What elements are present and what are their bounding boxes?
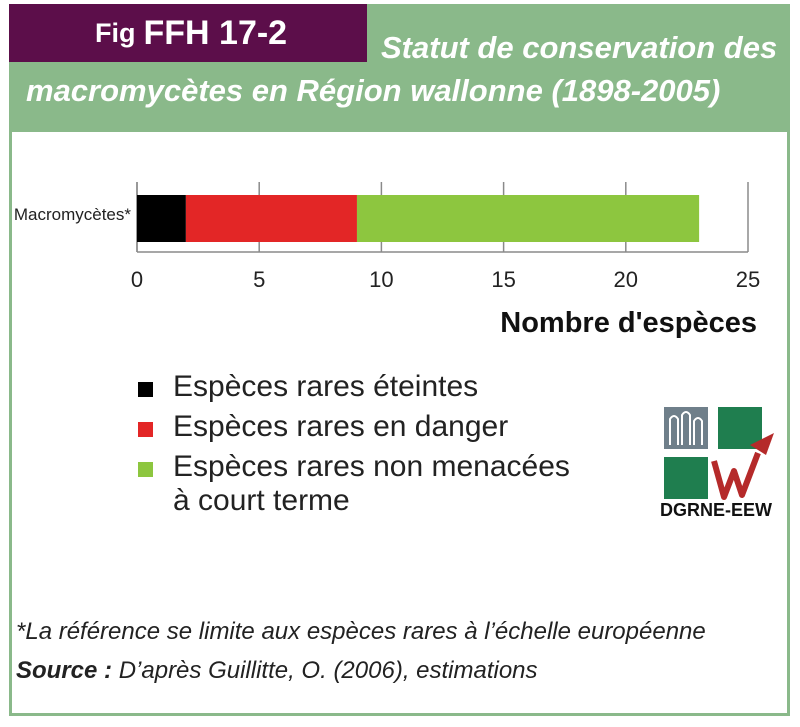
legend-swatch-extinct [138,382,153,397]
source-label: Source : [16,657,113,684]
x-axis-title: Nombre d'espèces [500,307,757,339]
chart-title-line-1: Statut de conservation des [381,30,778,65]
figure-number: FFH 17-2 [143,13,288,52]
logo-w-mark [711,451,761,500]
logo-green-square-bottom [664,457,708,499]
legend-swatch-not-threatened [138,462,153,477]
logo-arrow-head [750,433,774,455]
x-tick-label-3: 15 [491,267,515,292]
x-tick-label-2: 10 [369,267,393,292]
x-tick-label-4: 20 [614,267,638,292]
legend-label-extinct: Espèces rares éteintes [173,370,479,403]
figure-tab: Fig FFH 17-2 [9,4,367,62]
logo-photo-block [664,407,708,449]
footnote: *La référence se limite aux espèces rare… [16,618,706,645]
legend-swatch-endangered [138,422,153,437]
logo-photo-figures [669,411,703,445]
legend-label-not-threatened: Espèces rares non menacées à court terme [173,450,570,517]
x-tick-label-5: 25 [736,267,760,292]
logo-caption: DGRNE-EEW [660,500,772,520]
legend-item-not-threatened: Espèces rares non menacées à court terme [138,450,593,518]
source-line: Source : D’après Guillitte, O. (2006), e… [16,657,538,685]
figure-prefix: Fig [95,17,136,48]
x-tick-label-1: 5 [253,267,265,292]
legend-item-extinct: Espèces rares éteintes [138,370,593,404]
category-label-0: Macromycètes* [14,205,132,224]
x-tick-label-0: 0 [131,267,143,292]
legend-label-endangered: Espèces rares en danger [173,410,509,443]
legend: Espèces rares éteintes Espèces rares en … [138,370,593,524]
bar-segment-1 [185,195,357,242]
logo-green-square-top [718,407,762,449]
dgrne-eew-logo [664,407,774,500]
legend-item-endangered: Espèces rares en danger [138,410,593,444]
source-text: D’après Guillitte, O. (2006), estimation… [118,657,538,684]
bar-segment-2 [356,195,700,242]
chart-title-line-2: macromycètes en Région wallonne (1898-20… [26,73,721,108]
bar-segment-0 [137,195,186,242]
